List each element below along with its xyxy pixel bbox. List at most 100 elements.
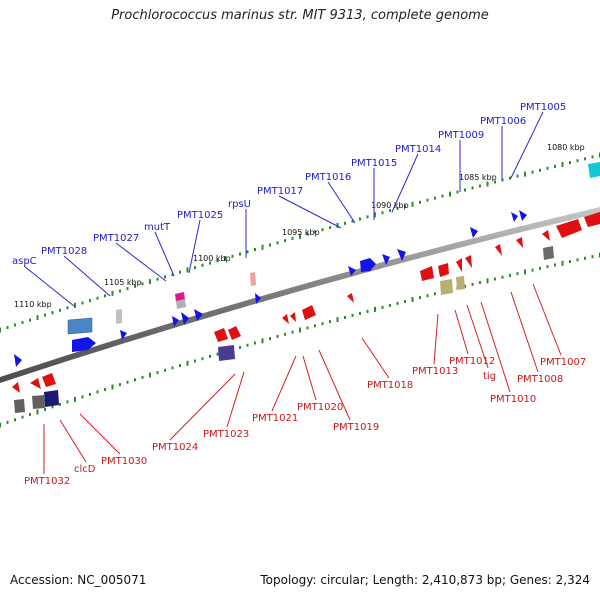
upper-track-tick bbox=[239, 252, 241, 256]
gene-label-PMT1016[interactable]: PMT1016 bbox=[305, 172, 351, 183]
gene-PMT1009[interactable] bbox=[470, 227, 478, 238]
gene-label-tig[interactable]: tig bbox=[483, 371, 496, 382]
gene-PMT1025[interactable] bbox=[172, 316, 179, 327]
lower-track-tick bbox=[209, 354, 211, 358]
lower-track-tick bbox=[306, 326, 309, 330]
gene-rpsU-arrow[interactable] bbox=[194, 309, 203, 321]
gene-label-clcD[interactable]: clcD bbox=[74, 464, 96, 475]
gene-PMT1015[interactable] bbox=[360, 258, 376, 272]
gene-PMT1006[interactable] bbox=[511, 212, 518, 222]
gene-label-PMT1018[interactable]: PMT1018 bbox=[367, 380, 413, 391]
upper-track-tick bbox=[21, 321, 24, 324]
gene-label-PMT1024[interactable]: PMT1024 bbox=[152, 442, 198, 453]
upper-track-tick bbox=[261, 244, 264, 250]
gene-label-PMT1013[interactable]: PMT1013 bbox=[412, 366, 458, 377]
gene-label-PMT1009[interactable]: PMT1009 bbox=[438, 130, 484, 141]
gene-label-PMT1008[interactable]: PMT1008 bbox=[517, 374, 563, 385]
gene-label-PMT1010[interactable]: PMT1010 bbox=[490, 394, 536, 405]
gene-label-PMT1021[interactable]: PMT1021 bbox=[252, 413, 298, 424]
gene-PMT1019[interactable] bbox=[302, 305, 316, 320]
top-leader-lines bbox=[23, 111, 544, 307]
gene-PMT1030[interactable] bbox=[42, 373, 56, 387]
gene-PMT1010[interactable] bbox=[516, 237, 523, 248]
gene-mutT[interactable] bbox=[175, 292, 185, 302]
gene-label-PMT1023[interactable]: PMT1023 bbox=[203, 429, 249, 440]
gene-label-PMT1025[interactable]: PMT1025 bbox=[177, 210, 223, 221]
lower-tick-track bbox=[0, 252, 600, 428]
gene-PMT1008-b[interactable] bbox=[543, 246, 554, 260]
gene-label-PMT1030[interactable]: PMT1030 bbox=[101, 456, 147, 467]
gene-PMT1027[interactable] bbox=[120, 330, 127, 340]
gene-PMT1032-b[interactable] bbox=[14, 399, 25, 413]
gene-PMT1021[interactable] bbox=[282, 314, 289, 324]
lower-track-tick bbox=[51, 405, 54, 409]
gene-PMT1013-b[interactable] bbox=[438, 263, 449, 277]
gene-label-PMT1015[interactable]: PMT1015 bbox=[351, 158, 397, 169]
lower-track-tick bbox=[344, 316, 346, 319]
gene-label-PMT1032[interactable]: PMT1032 bbox=[24, 476, 70, 487]
gene-label-PMT1005[interactable]: PMT1005 bbox=[520, 102, 566, 113]
lower-track-tick bbox=[374, 306, 376, 312]
upper-track-tick bbox=[404, 204, 406, 208]
lower-track-tick bbox=[554, 263, 556, 267]
gene-PMT1013[interactable] bbox=[420, 266, 434, 281]
gene-label-PMT1019[interactable]: PMT1019 bbox=[333, 422, 379, 433]
upper-track-tick bbox=[231, 254, 234, 258]
gene-rpsU[interactable] bbox=[250, 272, 256, 286]
gene-PMT1024[interactable] bbox=[214, 328, 228, 342]
gene-PMT1023[interactable] bbox=[228, 326, 241, 340]
gene-PMT1013-d[interactable] bbox=[456, 276, 465, 290]
gene-label-aspC[interactable]: aspC bbox=[12, 256, 37, 267]
gene-PMT1014-b[interactable] bbox=[397, 249, 406, 261]
gene-PMT1017[interactable] bbox=[255, 293, 261, 304]
gene-PMT1005[interactable] bbox=[588, 162, 600, 178]
upper-track-tick bbox=[456, 190, 459, 194]
gene-PMT1007[interactable] bbox=[556, 219, 582, 238]
scale-label-1110: 1110 kbp bbox=[14, 300, 52, 309]
gene-PMT1006-b[interactable] bbox=[519, 210, 527, 221]
gene-PMT1007-b[interactable] bbox=[584, 212, 600, 227]
gene-tig[interactable] bbox=[495, 244, 502, 256]
lower-track-tick bbox=[171, 366, 174, 370]
gene-aspC[interactable] bbox=[67, 317, 93, 335]
gene-PMT1016[interactable] bbox=[348, 266, 356, 276]
gene-PMT1032[interactable] bbox=[12, 382, 20, 393]
lower-track-tick bbox=[201, 357, 204, 361]
gene-PMT1020[interactable] bbox=[290, 312, 296, 322]
gene-label-PMT1020[interactable]: PMT1020 bbox=[297, 402, 343, 413]
gene-label-PMT1007[interactable]: PMT1007 bbox=[540, 357, 586, 368]
gene-label-PMT1028[interactable]: PMT1028 bbox=[41, 246, 87, 257]
gene-label-PMT1027[interactable]: PMT1027 bbox=[93, 233, 139, 244]
gene-PMT1018[interactable] bbox=[347, 293, 354, 303]
lower-track-tick bbox=[464, 284, 466, 288]
gene-PMT1013-c[interactable] bbox=[440, 279, 453, 295]
gene-clcD-b[interactable] bbox=[32, 395, 45, 409]
lower-track-tick bbox=[239, 345, 241, 349]
gene-label-rpsU[interactable]: rpsU bbox=[228, 199, 251, 210]
upper-tick-track bbox=[0, 152, 600, 333]
gene-aspC-arrow[interactable] bbox=[72, 337, 96, 352]
gene-PMT1012[interactable] bbox=[456, 258, 462, 272]
gene-PMT1014[interactable] bbox=[382, 254, 390, 265]
gene-label-PMT1014[interactable]: PMT1014 bbox=[395, 144, 441, 155]
gene-PMT1024-b[interactable] bbox=[218, 345, 235, 361]
gene-label-PMT1012[interactable]: PMT1012 bbox=[449, 356, 495, 367]
gene-label-PMT1006[interactable]: PMT1006 bbox=[480, 116, 526, 127]
gene-PMT1028[interactable] bbox=[116, 309, 122, 324]
forward-strand-genes bbox=[14, 162, 600, 367]
gene-mutT-b[interactable] bbox=[176, 299, 186, 309]
upper-track-tick bbox=[314, 230, 316, 234]
upper-track-tick bbox=[561, 162, 564, 167]
lower-track-tick bbox=[126, 380, 129, 384]
gene-PMT1030-b[interactable] bbox=[44, 390, 59, 407]
gene-PMT1012-b[interactable] bbox=[465, 255, 472, 268]
gene-left-edge[interactable] bbox=[14, 354, 22, 367]
gene-PMT1008[interactable] bbox=[542, 230, 550, 241]
gene-label-mutT[interactable]: mutT bbox=[144, 222, 171, 233]
lower-track-tick bbox=[299, 327, 301, 333]
gene-PMT1025-b[interactable] bbox=[181, 312, 189, 325]
upper-track-tick bbox=[209, 261, 211, 265]
gene-label-PMT1017[interactable]: PMT1017 bbox=[257, 186, 303, 197]
gene-clcD[interactable] bbox=[30, 378, 41, 389]
lower-track-tick bbox=[546, 265, 549, 269]
